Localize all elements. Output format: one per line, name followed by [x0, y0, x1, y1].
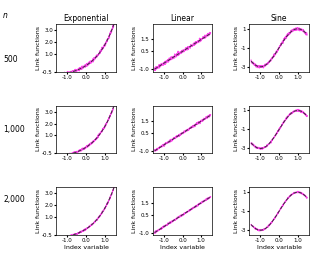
Title: Linear: Linear	[171, 14, 194, 23]
Text: 1,000: 1,000	[3, 125, 25, 134]
X-axis label: Index variable: Index variable	[257, 245, 301, 250]
Y-axis label: Link functions: Link functions	[132, 189, 137, 233]
X-axis label: Index variable: Index variable	[64, 245, 108, 250]
Y-axis label: Link functions: Link functions	[132, 108, 137, 151]
Y-axis label: Link functions: Link functions	[36, 189, 41, 233]
Y-axis label: Link functions: Link functions	[36, 108, 41, 151]
X-axis label: Index variable: Index variable	[160, 245, 205, 250]
Title: Sine: Sine	[271, 14, 287, 23]
Y-axis label: Link functions: Link functions	[234, 26, 239, 70]
Y-axis label: Link functions: Link functions	[36, 26, 41, 70]
Title: Exponential: Exponential	[63, 14, 109, 23]
Y-axis label: Link functions: Link functions	[234, 108, 239, 151]
Text: 2,000: 2,000	[3, 195, 25, 204]
Text: 500: 500	[3, 55, 18, 64]
Text: n: n	[3, 11, 8, 20]
Y-axis label: Link functions: Link functions	[234, 189, 239, 233]
Y-axis label: Link functions: Link functions	[132, 26, 137, 70]
